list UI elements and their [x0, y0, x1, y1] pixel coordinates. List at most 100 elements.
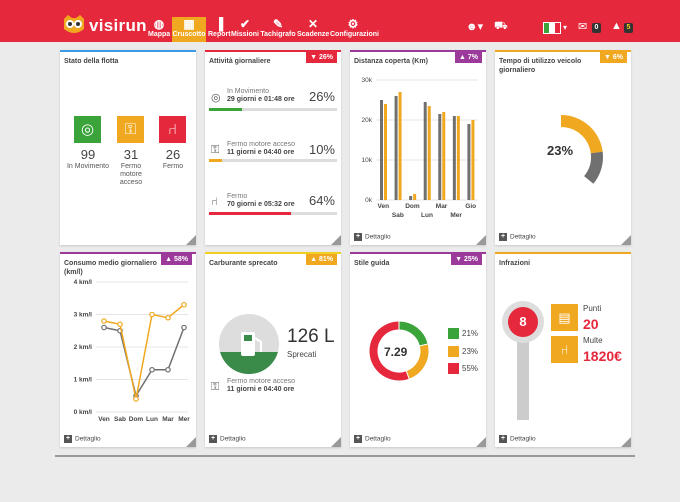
x-tick-label: Mar [162, 416, 174, 423]
steering-wheel-icon: ◎ [211, 92, 221, 104]
card-distance: Distanza coperta (Km) ▲ 7% 0k 10k 20k 30k Ve… [350, 50, 486, 245]
bar [456, 116, 460, 200]
activity-row-idle: Fermo motore acceso 11 giorni e 04:40 ore [227, 141, 296, 156]
plus-icon: + [209, 435, 217, 443]
id-card-icon: ▤ [551, 304, 578, 331]
card-title: Distanza coperta (Km) [354, 58, 428, 65]
bar [467, 124, 471, 200]
card-wasted-fuel: Carburante sprecato ▲ 81% 126 L Sprecati… [205, 252, 341, 447]
nav-tachigrafo[interactable]: ✎ Tachigrafo [260, 17, 296, 38]
card-corner[interactable] [476, 437, 486, 447]
data-point [165, 314, 171, 321]
plus-icon: + [354, 435, 362, 443]
bar-chart-icon: ▐ [214, 17, 224, 31]
trend-badge: ▼ 26% [306, 52, 337, 63]
bar [394, 96, 398, 200]
detail-button[interactable]: + Dettaglio [499, 435, 536, 443]
card-corner[interactable] [186, 437, 196, 447]
card-corner[interactable] [621, 437, 631, 447]
detail-button[interactable]: + Dettaglio [499, 233, 536, 241]
chevron-down-icon[interactable]: ▾ [563, 23, 568, 32]
nav-report[interactable]: ▐ Report [208, 17, 231, 38]
plus-icon: + [354, 233, 362, 241]
nav-scadenze[interactable]: ✕ Scadenze [297, 17, 330, 38]
card-corner[interactable] [621, 235, 631, 245]
data-point [149, 311, 155, 318]
bar [438, 114, 442, 200]
series-line [103, 304, 185, 400]
check-icon: ✔ [239, 17, 251, 31]
data-point [149, 366, 155, 373]
driving-style-donut [368, 320, 430, 382]
fuel-sub: Sprecati [287, 350, 317, 359]
trend-badge: ▲ 58% [161, 254, 192, 265]
detail-button[interactable]: + Dettaglio [64, 435, 101, 443]
points-value: 20 [583, 316, 599, 332]
fuel-value: 126 L [287, 326, 335, 347]
grid-icon: ▦ [183, 17, 195, 31]
messages-count-badge: 0 [592, 23, 601, 33]
bar [452, 116, 456, 200]
fines-value: 1820€ [583, 348, 622, 364]
app-name: visirun [89, 16, 147, 35]
x-tick-label: Sab [392, 212, 404, 219]
card-title: Infrazioni [499, 260, 531, 267]
stopped-label: Fermo [162, 163, 184, 170]
key-icon: ⚿ [211, 381, 220, 393]
alert-icon[interactable]: ▲ [611, 20, 622, 32]
bar [384, 104, 387, 200]
y-tick-label: 0k [365, 197, 373, 204]
messages-icon[interactable]: ✉ [578, 21, 588, 33]
nav-mappa[interactable]: ◍ Mappa [148, 17, 171, 38]
alerts-count-badge: 5 [624, 23, 633, 33]
globe-icon: ◍ [153, 17, 165, 31]
bar [380, 100, 383, 200]
key-icon: ⚿ [117, 116, 144, 143]
card-fleet-status: Stato della flotta ◎ ⚿ ⑁ 99 31 26 In Mov… [60, 50, 196, 245]
fuel-pump-icon [219, 314, 279, 374]
nav-configurazioni[interactable]: ⚙ Configurazioni [330, 17, 379, 38]
style-score: 7.29 [384, 345, 408, 359]
gears-icon: ⚙ [347, 17, 359, 31]
pie-slice [368, 320, 410, 382]
detail-button[interactable]: + Dettaglio [209, 435, 246, 443]
legend-label: 21% [462, 329, 479, 338]
cart-icon[interactable]: ⛟ [494, 20, 508, 32]
bar [423, 102, 427, 200]
nav-missioni[interactable]: ✔ Missioni [231, 17, 260, 38]
x-tick-label: Dom [129, 416, 144, 423]
card-corner[interactable] [331, 437, 341, 447]
x-tick-label: Gio [465, 203, 476, 210]
progress-bar [209, 159, 337, 162]
bar [471, 120, 475, 200]
bar [409, 196, 413, 200]
legend-swatch [448, 346, 459, 357]
language-flag-icon[interactable] [543, 22, 561, 34]
y-tick-label: 30k [362, 77, 373, 84]
moving-count: 99 [80, 147, 96, 162]
user-menu-icon[interactable]: ☻▾ [466, 21, 484, 33]
y-tick-label: 4 km/l [74, 279, 93, 286]
plus-icon: + [499, 233, 507, 241]
card-corner[interactable] [186, 235, 196, 245]
trend-badge: ▲ 81% [306, 254, 337, 265]
speed-sign-icon [502, 301, 544, 420]
consumption-line-chart: 0 km/l 1 km/l 2 km/l 3 km/l 4 km/l Ven Sab Dom L… [74, 279, 191, 423]
card-corner[interactable] [476, 235, 486, 245]
card-title: Tempo di utilizzo veicolo giornaliero [499, 58, 582, 74]
fuel-row: Fermo motore acceso 11 giorni e 04:40 ore [227, 378, 296, 393]
card-corner[interactable] [331, 235, 341, 245]
plus-icon: + [499, 435, 507, 443]
infractions-count: 8 [519, 314, 527, 329]
stopped-count: 26 [165, 147, 181, 162]
activity-pct: 26% [308, 89, 335, 104]
detail-button[interactable]: + Dettaglio [354, 233, 391, 241]
detail-button[interactable]: + Dettaglio [354, 435, 391, 443]
idle-engine-on-label: Fermo motore acceso [119, 163, 143, 186]
gauge-value-arc [561, 115, 603, 154]
x-tick-label: Lun [146, 416, 158, 423]
seat-icon: ⑁ [211, 196, 218, 208]
nav-cruscotto[interactable]: ▦ Cruscotto [172, 17, 206, 42]
activity-row-stopped: Fermo 70 giorni e 05:32 ore [227, 193, 295, 208]
